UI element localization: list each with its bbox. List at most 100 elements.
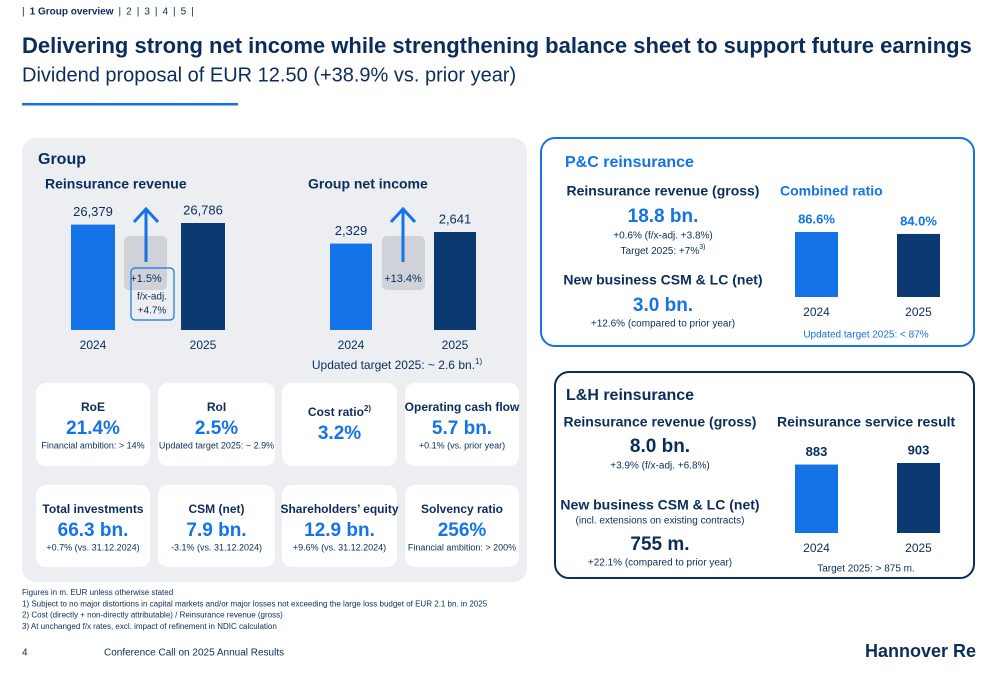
kpi-label-text: Operating cash flow (405, 400, 520, 414)
chart-title: Reinsurance revenue (45, 176, 187, 192)
kpi-value: 2.5% (195, 418, 238, 439)
change-box (382, 236, 425, 290)
kpi-note: +0.1% (vs. prior year) (419, 440, 505, 450)
kpi-card (36, 485, 150, 567)
kpi-label: Operating cash flow (405, 400, 520, 414)
kpi-label-text: Total investments (42, 502, 143, 516)
kpi-note: +3.9% (f/x-adj. +6.8%) (610, 461, 710, 472)
kpi-card (405, 383, 519, 466)
bar (434, 232, 476, 330)
category-label: 2024 (80, 338, 107, 352)
kpi-label: Cost ratio2) (308, 404, 371, 419)
kpi-card (405, 485, 519, 567)
kpi-label: Total investments (42, 502, 143, 516)
bar (795, 464, 838, 533)
category-label: 2024 (803, 541, 830, 555)
category-label: 2025 (442, 338, 469, 352)
nav-item: 1 Group overview (30, 7, 114, 18)
pc-panel (540, 137, 975, 347)
logo: Hannover Re (865, 641, 976, 661)
kpi-label-text: Cost ratio (308, 405, 364, 419)
kpi-label: New business CSM & LC (net) (560, 497, 759, 513)
change: +1.5% (130, 273, 162, 285)
kpi-value: 7.9 bn. (186, 520, 246, 541)
category-label: 2024 (338, 338, 365, 352)
nav-item: | (155, 7, 158, 18)
kpi-label-text: Shareholders’ equity (280, 502, 398, 516)
footnote: Figures in m. EUR unless otherwise state… (22, 588, 173, 597)
bar (795, 232, 838, 297)
kpi-value: 256% (438, 520, 487, 541)
subtitle: Dividend proposal of EUR 12.50 (+38.9% v… (22, 64, 516, 86)
kpi-label-text: RoE (81, 400, 105, 414)
kpi-note: Financial ambition: > 200% (408, 542, 516, 552)
bar (71, 224, 115, 330)
lh-panel (554, 371, 975, 579)
value-label: 883 (806, 444, 828, 459)
kpi-value: 3.2% (318, 423, 361, 444)
chart-note: Updated target 2025: ~ 2.6 bn.1) (312, 357, 483, 372)
fx-value: +4.7% (138, 306, 167, 317)
kpi-label: CSM (net) (189, 502, 245, 516)
kpi-label: Reinsurance revenue (gross) (567, 183, 760, 199)
kpi-card (158, 383, 275, 466)
value-label: 903 (908, 442, 930, 457)
arrow (132, 206, 160, 262)
nav: | 1 Group overview | 2 | 3 | 4 | 5 | (22, 7, 194, 18)
bar (330, 243, 372, 330)
footnotes: Figures in m. EUR unless otherwise state… (22, 588, 488, 631)
bar (181, 223, 225, 330)
value-label: 26,786 (183, 202, 223, 217)
category-label: 2024 (803, 305, 830, 319)
group-heading: Group (38, 151, 86, 168)
value-label: 86.6% (798, 211, 835, 226)
kpi-value: 12.9 bn. (304, 520, 375, 541)
nav-item: 5 (181, 7, 187, 18)
pc-heading: P&C reinsurance (565, 154, 694, 171)
nav-item: | (137, 7, 140, 18)
kpi-card (282, 485, 397, 567)
kpi-card (282, 383, 397, 466)
kpi-label: RoI (207, 400, 226, 414)
category-label: 2025 (905, 541, 932, 555)
footer-event: Conference Call on 2025 Annual Results (104, 648, 284, 659)
nav-item: | (119, 7, 122, 18)
kpi-label-text: CSM (net) (189, 502, 245, 516)
category-label: 2025 (190, 338, 217, 352)
chart-title: Combined ratio (780, 183, 883, 199)
change: +13.4% (384, 273, 422, 285)
chart-title: Reinsurance service result (777, 414, 956, 430)
kpi-label-text: Solvency ratio (421, 502, 503, 516)
change-box (124, 236, 167, 290)
kpi-note: -3.1% (vs. 31.12.2024) (171, 542, 262, 552)
nav-item: 2 (126, 7, 132, 18)
kpi-note: Financial ambition: > 14% (41, 440, 144, 450)
chart-note: Target 2025: > 875 m. (817, 564, 915, 575)
kpi-note: +0.6% (f/x-adj. +3.8%) (613, 231, 713, 242)
page-number: 4 (22, 648, 28, 659)
bar (897, 463, 940, 533)
lh-heading: L&H reinsurance (566, 387, 694, 404)
nav-item: 4 (162, 7, 168, 18)
chart-title: Group net income (308, 176, 428, 192)
kpi-note: +12.6% (compared to prior year) (591, 319, 735, 330)
nav-item: | (191, 7, 194, 18)
value-label: 2,641 (439, 211, 472, 226)
value-label: 26,379 (73, 204, 113, 219)
kpi-value: 8.0 bn. (630, 436, 690, 457)
fx-label: f/x-adj. (137, 292, 167, 303)
kpi-label: New business CSM & LC (net) (563, 272, 762, 288)
fx-box (130, 267, 175, 321)
kpi-value: 21.4% (66, 418, 120, 439)
kpi-label-sup: 2) (364, 404, 371, 413)
kpi-note: Updated target 2025: ~ 2.9% (159, 440, 274, 450)
category-label: 2025 (905, 305, 932, 319)
kpi-note: Target 2025: +7%3) (621, 244, 706, 257)
footnote: 2) Cost (directly + non-directly attribu… (22, 611, 283, 620)
bar (897, 233, 940, 297)
kpi-sub: (incl. extensions on existing contracts) (576, 516, 745, 527)
kpi-label: RoE (81, 400, 105, 414)
kpi-label: Shareholders’ equity (280, 502, 398, 516)
value-label: 2,329 (335, 223, 368, 238)
